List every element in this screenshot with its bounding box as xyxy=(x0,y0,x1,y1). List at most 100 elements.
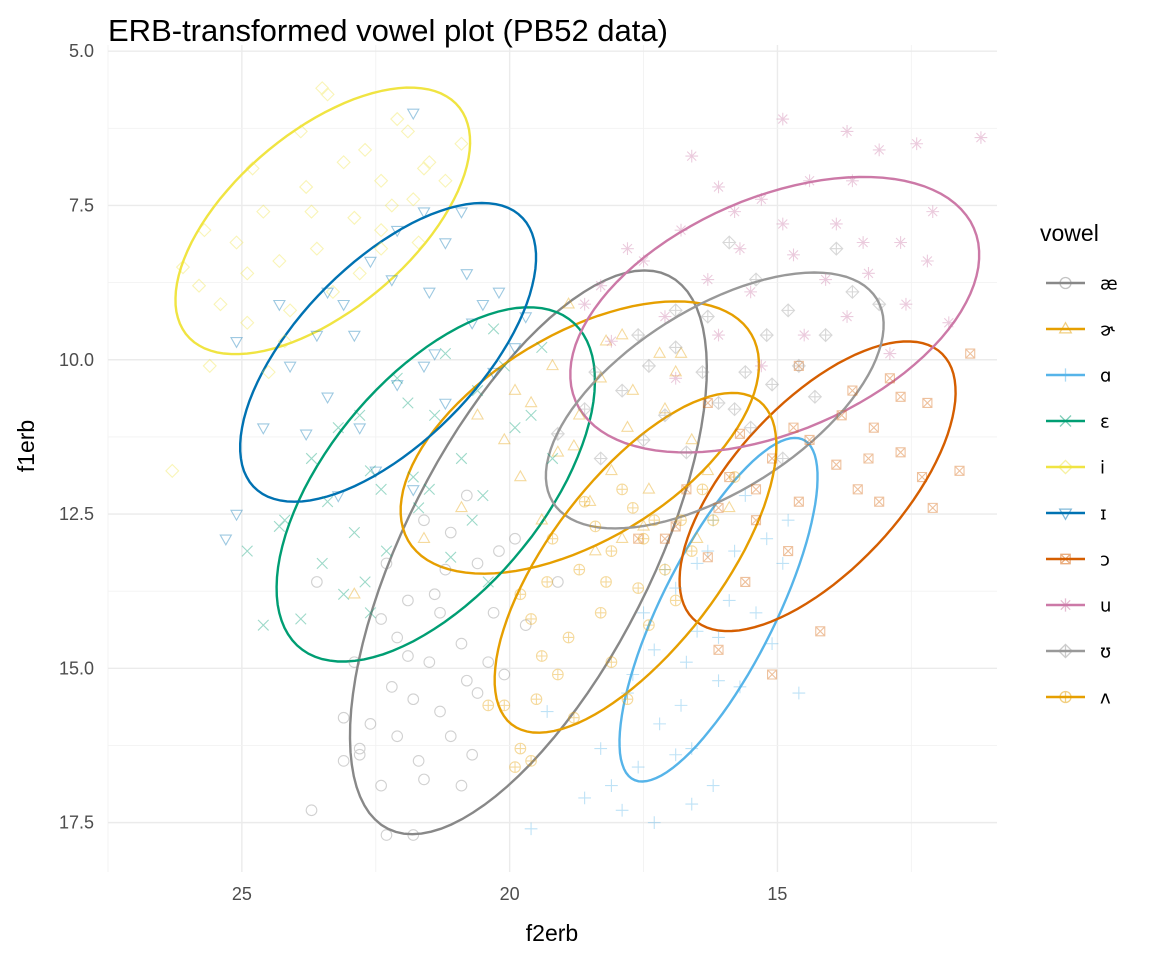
data-point xyxy=(197,223,212,238)
data-point xyxy=(679,445,694,460)
data-point xyxy=(412,502,425,514)
data-point xyxy=(407,829,420,841)
legend-marker-group xyxy=(1059,276,1072,290)
data-point xyxy=(241,545,253,557)
x-tick-label: 20 xyxy=(500,884,520,904)
data-point xyxy=(578,791,591,805)
legend-label: u xyxy=(1100,596,1111,617)
data-point xyxy=(847,385,858,396)
data-point xyxy=(728,205,741,218)
data-point xyxy=(797,328,811,342)
data-point xyxy=(373,173,389,188)
data-point xyxy=(466,514,478,526)
data-point xyxy=(487,606,500,619)
data-point xyxy=(460,489,473,502)
data-point xyxy=(712,328,725,342)
data-point xyxy=(540,705,554,718)
data-point xyxy=(868,422,879,433)
data-point xyxy=(375,483,387,496)
data-point xyxy=(519,312,533,324)
data-point xyxy=(706,513,720,527)
data-point xyxy=(406,485,420,497)
legend-item: ɔ xyxy=(1046,550,1110,571)
legend-marker xyxy=(1059,276,1072,290)
data-point xyxy=(829,241,844,256)
data-point xyxy=(391,372,403,384)
data-point xyxy=(829,217,843,231)
data-point xyxy=(498,360,510,372)
data-point xyxy=(422,155,437,170)
data-point xyxy=(567,438,581,451)
data-point xyxy=(836,410,847,421)
data-point xyxy=(743,420,758,435)
data-point xyxy=(727,401,742,417)
data-point xyxy=(428,588,441,601)
data-point xyxy=(658,401,672,414)
data-point xyxy=(840,125,854,138)
data-point xyxy=(658,563,672,576)
data-point xyxy=(165,463,180,478)
data-point xyxy=(524,822,538,836)
data-point xyxy=(418,514,430,527)
data-point xyxy=(299,179,314,195)
legend-marker xyxy=(1059,415,1072,427)
data-point xyxy=(615,803,629,817)
data-point xyxy=(530,693,543,705)
data-point xyxy=(439,347,452,360)
data-point xyxy=(320,87,335,102)
data-point xyxy=(525,409,537,421)
data-point xyxy=(455,637,468,650)
data-point xyxy=(445,551,457,563)
data-point xyxy=(191,278,207,293)
data-point xyxy=(391,631,404,644)
data-point xyxy=(546,532,559,545)
data-point xyxy=(390,225,404,238)
data-point xyxy=(373,223,389,238)
data-point xyxy=(856,236,870,249)
confidence-ellipse xyxy=(678,340,957,633)
data-point xyxy=(764,377,780,392)
legend-marker-group xyxy=(1058,598,1073,612)
data-point xyxy=(434,606,446,619)
legend-item: ɚ xyxy=(1046,320,1115,341)
data-point xyxy=(348,656,361,669)
data-point xyxy=(305,804,318,817)
legend: æ ɚ ɑ ɛ i ɪ ɔ u ʊ ʌ xyxy=(1046,274,1118,709)
data-point xyxy=(738,364,753,380)
data-point xyxy=(631,327,646,343)
data-point xyxy=(669,581,683,595)
data-point xyxy=(658,310,672,323)
legend-label: ʊ xyxy=(1100,642,1111,663)
data-point xyxy=(636,432,651,448)
legend-marker xyxy=(1057,459,1074,475)
data-point xyxy=(354,409,366,421)
data-point xyxy=(728,471,741,483)
data-point xyxy=(524,395,538,408)
data-point xyxy=(759,327,774,343)
data-point xyxy=(279,514,291,526)
data-point xyxy=(508,343,522,355)
data-point xyxy=(647,816,661,829)
data-point xyxy=(894,236,907,249)
legend-item: ɛ xyxy=(1046,412,1110,433)
legend-title: vowel xyxy=(1040,220,1099,246)
legend-marker xyxy=(1058,321,1073,334)
data-point xyxy=(444,526,457,539)
data-point xyxy=(647,643,661,657)
data-point xyxy=(493,545,505,557)
data-point xyxy=(402,650,414,662)
confidence-ellipse xyxy=(239,201,538,503)
data-point xyxy=(568,711,580,724)
data-point xyxy=(884,373,895,384)
data-point xyxy=(733,680,747,694)
data-point xyxy=(633,533,644,544)
data-point xyxy=(750,484,762,495)
data-point xyxy=(482,576,494,588)
data-point xyxy=(733,242,747,256)
data-point xyxy=(466,748,479,761)
data-point xyxy=(701,544,715,558)
data-point xyxy=(352,266,367,281)
data-point xyxy=(380,545,393,557)
data-point xyxy=(926,205,940,218)
legend-label: ɑ xyxy=(1100,366,1111,387)
